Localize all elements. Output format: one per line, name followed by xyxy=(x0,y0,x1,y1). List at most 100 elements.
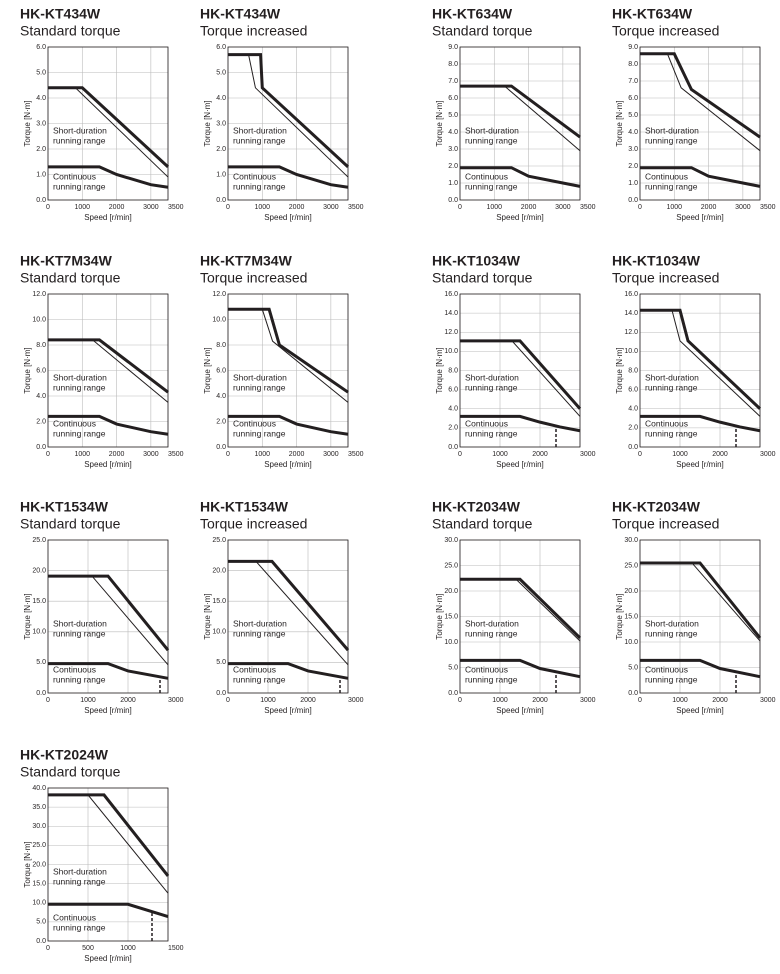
torque-line xyxy=(48,339,169,403)
x-tick-label: 0 xyxy=(458,451,462,458)
x-axis-label: Speed [r/min] xyxy=(496,706,544,715)
y-tick-label: 2.0 xyxy=(628,163,638,170)
torque-line xyxy=(228,662,349,680)
y-tick-label: 20.0 xyxy=(32,567,46,574)
x-tick-label: 1000 xyxy=(492,697,508,704)
x-tick-label: 2000 xyxy=(712,697,728,704)
range-annotation: Short-duration xyxy=(465,125,519,135)
y-tick-label: 4.0 xyxy=(216,393,226,400)
y-tick-label: 10.0 xyxy=(444,639,458,646)
range-annotation: running range xyxy=(53,876,106,886)
range-annotation: Continuous xyxy=(465,664,508,674)
plot-frame xyxy=(47,46,169,201)
plot-frame xyxy=(47,293,169,448)
y-tick-label: 0.0 xyxy=(448,197,458,204)
x-tick-label: 3500 xyxy=(168,451,184,458)
x-axis-label: Speed [r/min] xyxy=(264,460,312,469)
y-tick-label: 2.0 xyxy=(216,418,226,425)
x-tick-label: 1000 xyxy=(80,697,96,704)
plot-frame xyxy=(227,539,349,694)
range-annotation: Continuous xyxy=(465,171,508,181)
torque-line xyxy=(48,414,169,436)
torque-line xyxy=(228,53,350,168)
x-axis-label: Speed [r/min] xyxy=(84,706,132,715)
x-tick-label: 2000 xyxy=(300,697,316,704)
x-tick-label: 3000 xyxy=(143,451,159,458)
x-tick-label: 1000 xyxy=(492,451,508,458)
y-tick-label: 2.0 xyxy=(216,146,226,153)
y-tick-label: 15.0 xyxy=(212,598,226,605)
x-tick-label: 0 xyxy=(458,204,462,211)
y-tick-label: 5.0 xyxy=(36,69,46,76)
y-tick-label: 5.0 xyxy=(36,919,46,926)
x-tick-label: 1000 xyxy=(74,451,90,458)
y-tick-label: 20.0 xyxy=(444,588,458,595)
range-annotation: Continuous xyxy=(465,418,508,428)
chart-subtitle: Standard torque xyxy=(432,270,533,286)
y-tick-label: 5.0 xyxy=(216,69,226,76)
x-tick-label: 0 xyxy=(46,945,50,952)
range-annotation: running range xyxy=(233,674,286,684)
range-annotation: Continuous xyxy=(53,664,96,674)
y-tick-label: 25.0 xyxy=(624,562,638,569)
x-tick-label: 3000 xyxy=(143,204,159,211)
range-annotation: running range xyxy=(233,181,286,191)
plot-frame xyxy=(459,293,581,448)
range-annotation: running range xyxy=(53,428,106,438)
chart-title: HK-KT634W xyxy=(432,6,513,22)
y-tick-label: 6.0 xyxy=(216,367,226,374)
range-annotation: Short-duration xyxy=(645,372,699,382)
y-tick-label: 2.0 xyxy=(36,418,46,425)
chart-title: HK-KT2024W xyxy=(20,747,109,763)
plot-frame xyxy=(459,46,581,201)
range-annotation: running range xyxy=(645,382,698,392)
chart-title: HK-KT2034W xyxy=(432,499,521,515)
y-tick-label: 5.0 xyxy=(216,659,226,666)
y-tick-label: 0.0 xyxy=(216,690,226,697)
y-tick-label: 3.0 xyxy=(628,146,638,153)
x-tick-label: 3000 xyxy=(348,697,364,704)
y-tick-label: 10.0 xyxy=(212,316,226,323)
plot-frame xyxy=(47,539,169,694)
torque-line xyxy=(48,902,169,918)
y-tick-label: 6.0 xyxy=(36,44,46,51)
x-tick-label: 3500 xyxy=(168,204,184,211)
x-tick-label: 0 xyxy=(46,697,50,704)
y-tick-label: 25.0 xyxy=(212,537,226,544)
y-tick-label: 10.0 xyxy=(212,629,226,636)
chart-title: HK-KT434W xyxy=(200,6,281,22)
range-annotation: running range xyxy=(645,181,698,191)
y-tick-label: 6.0 xyxy=(448,386,458,393)
y-tick-label: 9.0 xyxy=(448,44,458,51)
x-tick-label: 3000 xyxy=(580,697,596,704)
y-tick-label: 0.0 xyxy=(448,690,458,697)
torque-line xyxy=(460,166,581,188)
y-tick-label: 15.0 xyxy=(444,613,458,620)
range-annotation: Short-duration xyxy=(233,125,287,135)
y-tick-label: 5.0 xyxy=(36,659,46,666)
range-annotation: Short-duration xyxy=(53,125,107,135)
x-tick-label: 0 xyxy=(226,451,230,458)
y-tick-label: 14.0 xyxy=(624,310,638,317)
y-tick-label: 7.0 xyxy=(628,78,638,85)
x-axis-label: Speed [r/min] xyxy=(84,954,132,963)
range-annotation: Short-duration xyxy=(465,618,519,628)
chart-subtitle: Torque increased xyxy=(612,516,719,532)
y-tick-label: 4.0 xyxy=(36,95,46,102)
y-tick-label: 10.0 xyxy=(32,629,46,636)
range-annotation: Short-duration xyxy=(53,372,107,382)
torque-line xyxy=(228,165,349,189)
x-tick-label: 2000 xyxy=(109,204,125,211)
plot-frame xyxy=(227,46,349,201)
x-axis-label: Speed [r/min] xyxy=(264,213,312,222)
y-axis-label: Torque [N·m] xyxy=(435,593,444,639)
y-axis-label: Torque [N·m] xyxy=(23,347,32,393)
y-tick-label: 35.0 xyxy=(32,804,46,811)
